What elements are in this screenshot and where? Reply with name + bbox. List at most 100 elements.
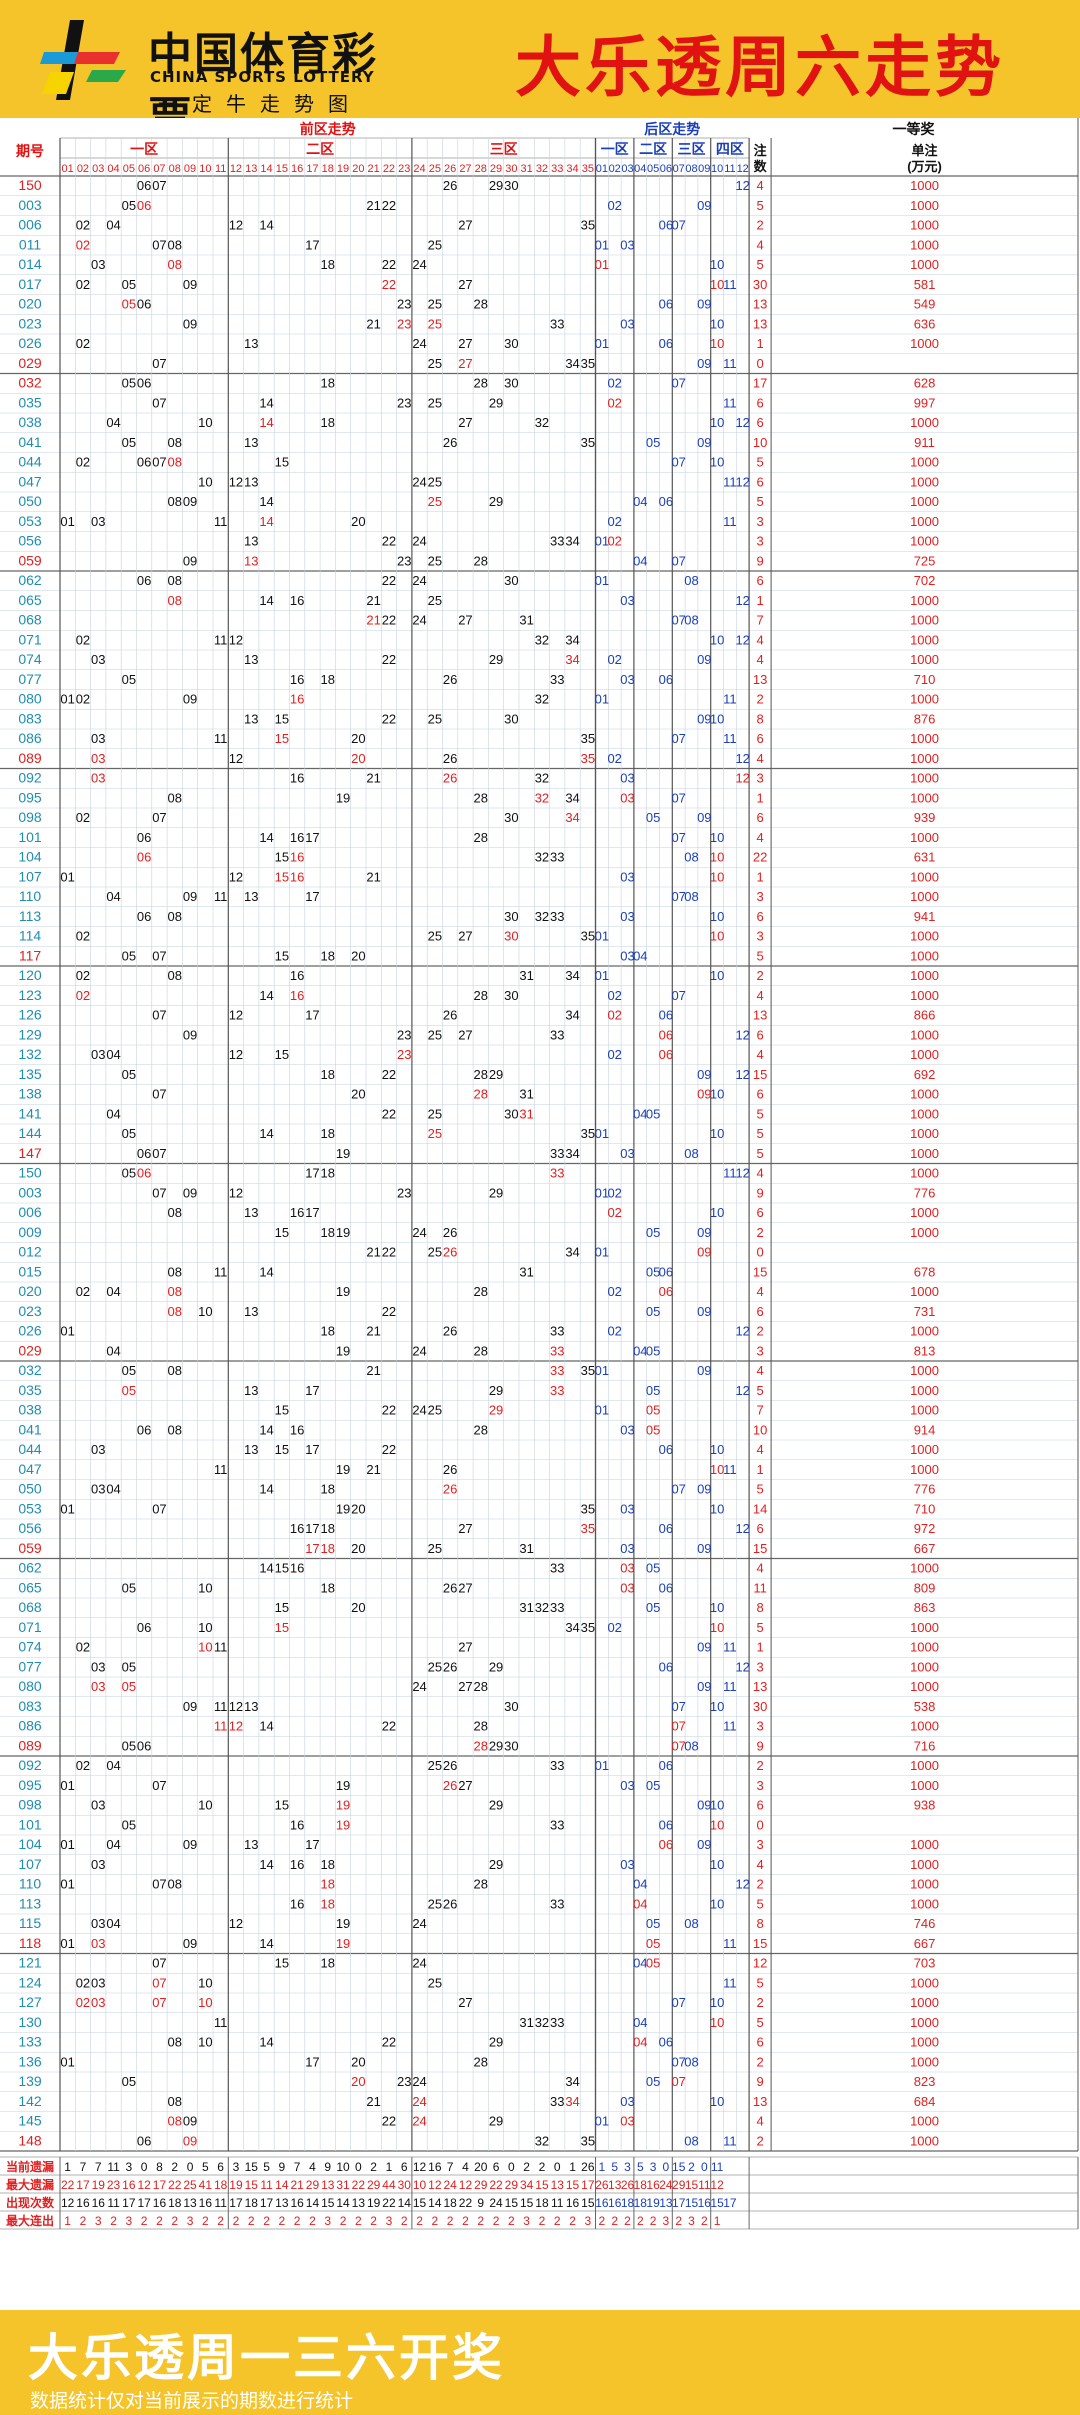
stats-value: 24 (489, 2196, 503, 2210)
front-number: 07 (152, 1995, 166, 2010)
issue-number: 062 (18, 572, 42, 588)
stats-value: 13 (321, 2178, 335, 2192)
front-col-header: 27 (459, 163, 471, 175)
stats-value: 16 (646, 2178, 660, 2192)
front-number: 08 (168, 257, 182, 272)
front-number: 24 (412, 2114, 426, 2129)
stats-label: 最大遗漏 (6, 2177, 54, 2192)
front-number: 09 (183, 1837, 197, 1852)
issue-number: 141 (18, 1105, 42, 1121)
front-number: 19 (336, 1146, 350, 1161)
front-number: 07 (152, 1778, 166, 1793)
prize-amount: 1000 (910, 1640, 939, 1655)
prize-count: 2 (756, 968, 763, 983)
front-number: 13 (244, 711, 258, 726)
prize-count: 6 (756, 573, 763, 588)
prize-count: 4 (756, 652, 763, 667)
front-number: 18 (321, 415, 335, 430)
front-number: 20 (351, 2074, 365, 2089)
back-number: 08 (684, 2054, 698, 2069)
prize-count: 6 (756, 415, 763, 430)
front-number: 06 (137, 909, 151, 924)
front-number: 05 (122, 2074, 136, 2089)
front-col-header: 29 (490, 163, 502, 175)
prize-amount: 1000 (910, 1857, 939, 1872)
front-number: 02 (76, 218, 90, 233)
front-number: 24 (412, 2074, 426, 2089)
stats-value: 1 (599, 2160, 606, 2174)
back-number: 10 (710, 1817, 724, 1832)
stats-value: 18 (245, 2196, 259, 2210)
front-number: 28 (474, 1067, 488, 1082)
back-number: 02 (607, 1324, 621, 1339)
front-number: 13 (244, 1205, 258, 1220)
front-number: 14 (259, 988, 273, 1003)
back-col-header: 06 (660, 163, 672, 175)
prize-amount: 1000 (910, 869, 939, 884)
front-number: 06 (137, 297, 151, 312)
stats-value: 0 (187, 2160, 194, 2174)
back-number: 10 (710, 1995, 724, 2010)
back-number: 06 (659, 1008, 673, 1023)
back-number: 12 (735, 415, 749, 430)
stats-value: 18 (634, 2178, 648, 2192)
front-number: 29 (489, 494, 503, 509)
stats-value: 2 (416, 2214, 423, 2228)
front-number: 26 (443, 1324, 457, 1339)
back-number: 10 (710, 869, 724, 884)
front-number: 01 (60, 692, 74, 707)
front-number: 08 (168, 573, 182, 588)
front-number: 13 (244, 534, 258, 549)
issue-number: 029 (18, 355, 42, 371)
stats-value: 3 (126, 2160, 133, 2174)
front-number: 05 (122, 1580, 136, 1595)
front-number: 09 (183, 316, 197, 331)
front-number: 25 (428, 1896, 442, 1911)
issue-number: 009 (18, 1224, 42, 1240)
back-number: 07 (671, 731, 685, 746)
stats-value: 15 (245, 2160, 259, 2174)
front-number: 21 (366, 1324, 380, 1339)
front-number: 03 (91, 1936, 105, 1951)
stats-value: 12 (413, 2160, 427, 2174)
prize-count: 5 (756, 1482, 763, 1497)
back-col-header: 12 (737, 163, 749, 175)
stats-value: 34 (520, 2178, 534, 2192)
front-number: 13 (244, 336, 258, 351)
front-number: 25 (428, 1659, 442, 1674)
front-number: 22 (382, 2114, 396, 2129)
back-number: 08 (684, 2133, 698, 2148)
front-number: 27 (458, 1521, 472, 1536)
back-number: 09 (697, 356, 711, 371)
prize-count: 6 (756, 1521, 763, 1536)
front-number: 26 (443, 1245, 457, 1260)
front-number: 12 (229, 1699, 243, 1714)
prize-count: 4 (756, 1363, 763, 1378)
front-number: 04 (106, 1284, 120, 1299)
prize-count: 6 (756, 810, 763, 825)
front-number: 17 (305, 2054, 319, 2069)
front-number: 10 (198, 2035, 212, 2050)
prize-amount: 1000 (910, 415, 939, 430)
prize-amount: 1000 (910, 1047, 939, 1062)
prize-count: 5 (756, 1126, 763, 1141)
front-number: 04 (106, 218, 120, 233)
back-number: 09 (697, 1363, 711, 1378)
prize-count: 3 (756, 1659, 763, 1674)
front-number: 26 (443, 1225, 457, 1240)
front-number: 33 (550, 534, 564, 549)
front-number: 03 (91, 1975, 105, 1990)
prize-count: 6 (756, 1304, 763, 1319)
back-number: 07 (671, 218, 685, 233)
stats-value: 6 (493, 2160, 500, 2174)
front-number: 15 (275, 1047, 289, 1062)
front-number: 08 (168, 968, 182, 983)
issue-number: 003 (18, 197, 42, 213)
front-number: 04 (106, 1106, 120, 1121)
front-number: 26 (443, 751, 457, 766)
front-number: 32 (535, 415, 549, 430)
front-number: 11 (214, 889, 228, 904)
back-number: 11 (723, 1462, 737, 1477)
back-number: 06 (659, 494, 673, 509)
back-number: 10 (710, 1126, 724, 1141)
